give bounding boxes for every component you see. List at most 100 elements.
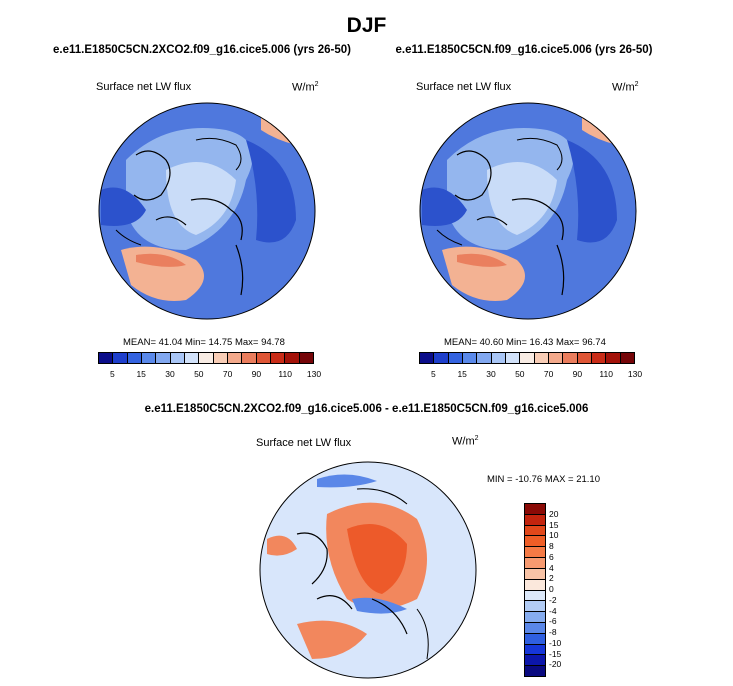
diff-units: W/m2 [452, 435, 479, 448]
colorbar-tick-label: 8 [549, 541, 554, 551]
colorbar-tick-label: 20 [549, 508, 559, 519]
panel-2-polar-map [419, 102, 637, 320]
map-deep-region [567, 140, 617, 243]
colorbar-tick-label: 10 [549, 530, 559, 541]
colorbar-swatch [525, 633, 545, 645]
map-land-outline [133, 150, 244, 296]
map-land-outline [454, 150, 565, 296]
colorbar-swatch [525, 558, 545, 569]
panel-1-variable-label: Surface net LW flux [96, 81, 192, 93]
colorbar-swatch [462, 353, 478, 363]
colorbar-tick-label: 15 [457, 369, 467, 379]
colorbar-tick-label: 110 [278, 369, 292, 379]
colorbar-swatch [525, 547, 545, 559]
panel-2-case-title: e.e11.E1850C5CN.f09_g16.cice5.006 (yrs 2… [395, 44, 653, 56]
colorbar-tick-label: 5 [431, 369, 436, 379]
colorbar-tick-label: 50 [194, 369, 204, 379]
colorbar-swatch [606, 353, 621, 363]
diff-stats: MIN = -10.76 MAX = 21.10 [487, 474, 601, 485]
panel-1-colorbar [98, 352, 314, 364]
colorbar-swatch [525, 622, 545, 634]
colorbar-swatch [141, 353, 157, 363]
map-warming-south [297, 620, 367, 659]
diff-variable-label: Surface net LW flux [256, 437, 352, 449]
colorbar-swatch [270, 353, 286, 363]
diff-colorbar [524, 503, 546, 677]
colorbar-tick-label: 4 [549, 562, 554, 573]
colorbar-swatch [534, 353, 549, 363]
colorbar-swatch [227, 353, 243, 363]
colorbar-swatch [563, 353, 578, 363]
panel-2-stats: MEAN= 40.60 Min= 16.43 Max= 96.74 [444, 337, 606, 348]
colorbar-swatch [477, 353, 492, 363]
colorbar-swatch [113, 353, 128, 363]
colorbar-tick-label: -6 [549, 616, 557, 627]
map-warming-patch [267, 535, 297, 556]
colorbar-swatch [242, 353, 257, 363]
colorbar-swatch [525, 644, 545, 656]
colorbar-tick-label: 70 [222, 369, 233, 379]
diff-case-title: e.e11.E1850C5CN.2XCO2.f09_g16.cice5.006 … [144, 403, 589, 415]
colorbar-swatch [525, 514, 545, 526]
colorbar-swatch [548, 353, 564, 363]
panel-1-units: W/m2 [292, 81, 319, 94]
colorbar-swatch [525, 504, 545, 515]
panel-2-colorbar [419, 352, 635, 364]
plot-title: DJF [346, 14, 387, 37]
colorbar-tick-label: -4 [549, 605, 557, 616]
colorbar-swatch [491, 353, 506, 363]
colorbar-tick-label: 5 [110, 369, 115, 379]
map-coastline [115, 137, 242, 246]
colorbar-swatch [525, 590, 545, 602]
colorbar-tick-label: 90 [572, 369, 583, 379]
map-coastline [436, 137, 563, 246]
panel-2-colorbar-labels: 5 15 30 50 70 90 110 130 [419, 369, 642, 381]
map-cooling-patch [352, 597, 407, 614]
map-warming-core [347, 524, 407, 594]
colorbar-swatch [448, 353, 463, 363]
colorbar-tick-label: 130 [627, 369, 643, 379]
map-deep-region-2 [422, 187, 467, 226]
map-deep-region-2 [101, 187, 146, 226]
colorbar-tick-label: -2 [549, 594, 557, 605]
colorbar-swatch [184, 353, 200, 363]
panel-2-variable-label: Surface net LW flux [416, 81, 512, 93]
colorbar-tick-label: 6 [549, 551, 554, 562]
map-warm-strip [457, 253, 507, 267]
map-deep-region [246, 140, 296, 243]
colorbar-tick-label: 70 [543, 369, 554, 379]
colorbar-tick-label: 2 [549, 573, 554, 584]
colorbar-swatch [156, 353, 171, 363]
colorbar-swatch [525, 666, 545, 676]
colorbar-swatch [420, 353, 435, 363]
colorbar-tick-label: 15 [136, 369, 146, 379]
colorbar-swatch [525, 568, 545, 580]
colorbar-swatch [525, 655, 545, 667]
colorbar-swatch [199, 353, 214, 363]
panel-1-case-title: e.e11.E1850C5CN.2XCO2.f09_g16.cice5.006 … [53, 44, 351, 56]
diff-colorbar-labels: 20 15 10 8 6 4 2 0 -2 -4 -6 -8 -10 -15 -20 [549, 503, 579, 675]
colorbar-tick-label: 110 [599, 369, 613, 379]
map-cooling-patch-2 [317, 474, 377, 488]
colorbar-swatch [525, 525, 545, 537]
colorbar-swatch [525, 579, 545, 591]
colorbar-swatch [285, 353, 300, 363]
colorbar-swatch [520, 353, 535, 363]
colorbar-tick-label: 90 [251, 369, 262, 379]
map-warm-strip [136, 253, 186, 267]
colorbar-tick-label: -8 [549, 627, 557, 637]
colorbar-tick-label: -10 [549, 637, 562, 648]
colorbar-swatch [170, 353, 185, 363]
colorbar-swatch [434, 353, 449, 363]
colorbar-tick-label: 50 [515, 369, 525, 379]
colorbar-swatch [99, 353, 114, 363]
colorbar-swatch [525, 536, 545, 548]
map-land-outline [296, 532, 408, 635]
panel-1-colorbar-labels: 5 15 30 50 70 90 110 130 [98, 369, 321, 381]
colorbar-tick-label: 30 [165, 369, 175, 379]
diff-polar-map [259, 461, 477, 679]
colorbar-swatch [525, 601, 545, 613]
colorbar-swatch [299, 353, 313, 363]
colorbar-swatch [620, 353, 634, 363]
panel-2-units: W/m2 [612, 81, 639, 94]
